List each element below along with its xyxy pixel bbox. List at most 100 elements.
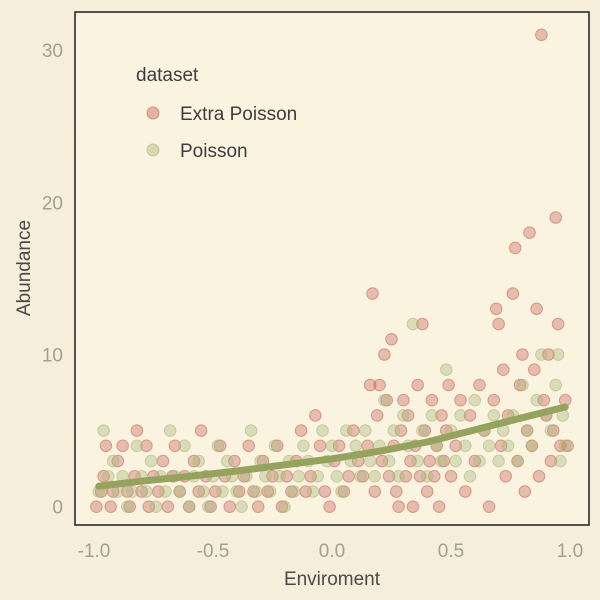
y-tick-label: 30 (42, 41, 63, 62)
data-point-poisson (535, 348, 548, 361)
data-point-poisson (149, 500, 163, 514)
data-point-poisson (140, 485, 153, 498)
data-point-poisson (416, 424, 429, 437)
data-point-poisson (330, 470, 344, 483)
data-point-extra-poisson (382, 470, 396, 483)
legend-title: dataset (136, 65, 199, 86)
data-point-poisson (316, 424, 329, 437)
data-point-extra-poisson (442, 378, 455, 392)
data-point-poisson (501, 439, 515, 453)
x-tick-label: 0.5 (438, 541, 464, 562)
data-point-extra-poisson (156, 454, 170, 468)
data-point-poisson (397, 409, 410, 422)
data-point-poisson (178, 439, 191, 453)
data-point-extra-poisson (370, 409, 384, 422)
data-point-extra-poisson (251, 500, 265, 514)
data-point-poisson (97, 424, 110, 437)
data-point-extra-poisson (463, 409, 477, 422)
data-point-poisson (144, 454, 158, 468)
data-point-extra-poisson (385, 333, 398, 346)
data-point-extra-poisson (530, 302, 543, 316)
data-point-extra-poisson (508, 241, 522, 255)
legend-label: Extra Poisson (180, 104, 297, 125)
data-point-extra-poisson (104, 500, 117, 514)
data-point-poisson (278, 500, 291, 514)
data-point-extra-poisson (549, 211, 563, 224)
data-point-extra-poisson (444, 470, 458, 483)
data-point-extra-poisson (313, 439, 327, 453)
data-point-extra-poisson (294, 424, 308, 437)
data-point-extra-poisson (266, 470, 279, 483)
data-point-extra-poisson (99, 439, 113, 453)
data-point-poisson (425, 409, 439, 422)
data-point-poisson (163, 424, 177, 437)
data-point-extra-poisson (90, 500, 103, 514)
data-point-poisson (411, 454, 425, 468)
data-point-extra-poisson (499, 470, 513, 483)
y-axis-title: Abundance (14, 220, 35, 316)
data-point-extra-poisson (192, 485, 205, 498)
data-point-poisson (558, 439, 572, 453)
data-point-poisson (311, 470, 325, 483)
data-point-extra-poisson (423, 454, 436, 468)
data-point-poisson (335, 485, 348, 498)
data-point-poisson (173, 485, 186, 498)
data-point-extra-poisson (454, 393, 467, 407)
data-point-extra-poisson (425, 393, 439, 407)
data-point-poisson (511, 454, 524, 468)
data-point-poisson (125, 485, 139, 498)
data-point-extra-poisson (318, 485, 332, 498)
x-tick-label: 0.0 (319, 541, 345, 562)
data-point-poisson (516, 378, 529, 392)
data-point-poisson (551, 348, 565, 361)
data-point-extra-poisson (506, 287, 520, 300)
data-point-poisson (482, 439, 496, 453)
data-point-poisson (292, 470, 306, 483)
data-point-extra-poisson (401, 409, 415, 422)
data-point-extra-poisson (404, 454, 417, 468)
data-point-extra-poisson (468, 454, 482, 468)
data-point-extra-poisson (487, 393, 501, 407)
data-point-extra-poisson (473, 378, 486, 392)
data-point-extra-poisson (542, 348, 555, 361)
data-point-poisson (449, 454, 463, 468)
data-point-extra-poisson (373, 378, 386, 392)
data-point-extra-poisson (323, 500, 336, 514)
data-point-poisson (287, 485, 301, 498)
data-point-extra-poisson (194, 424, 208, 437)
data-point-poisson (130, 439, 144, 453)
data-point-extra-poisson (432, 500, 446, 514)
data-point-poisson (487, 409, 501, 422)
data-point-extra-poisson (111, 454, 125, 468)
data-point-extra-poisson (187, 454, 201, 468)
data-point-extra-poisson (492, 317, 505, 331)
data-point-extra-poisson (309, 409, 322, 422)
data-point-poisson (340, 424, 353, 437)
data-point-extra-poisson (416, 317, 429, 331)
y-tick-label: 20 (42, 193, 63, 214)
data-point-extra-poisson (161, 500, 175, 514)
data-point-poisson (106, 454, 120, 468)
data-point-poisson (530, 393, 543, 407)
data-point-poisson (221, 454, 234, 468)
data-point-extra-poisson (168, 439, 182, 453)
data-point-poisson (273, 470, 286, 483)
data-point-extra-poisson (523, 226, 536, 239)
data-point-poisson (363, 454, 377, 468)
y-tick-label: 10 (42, 346, 63, 367)
data-point-poisson (202, 500, 215, 514)
data-point-extra-poisson (428, 470, 441, 483)
data-point-poisson (102, 470, 115, 483)
data-point-extra-poisson (551, 317, 565, 331)
data-point-poisson (378, 393, 391, 407)
data-point-extra-poisson (242, 439, 255, 453)
legend-items: Extra Poisson Poisson (146, 104, 297, 162)
data-point-extra-poisson (554, 439, 567, 453)
data-point-extra-poisson (116, 439, 129, 453)
legend-label: Poisson (180, 141, 248, 162)
data-point-extra-poisson (130, 424, 144, 437)
y-tick-labels: 0 10 20 30 (42, 41, 63, 519)
data-point-poisson (249, 485, 263, 498)
data-point-poisson (368, 470, 382, 483)
